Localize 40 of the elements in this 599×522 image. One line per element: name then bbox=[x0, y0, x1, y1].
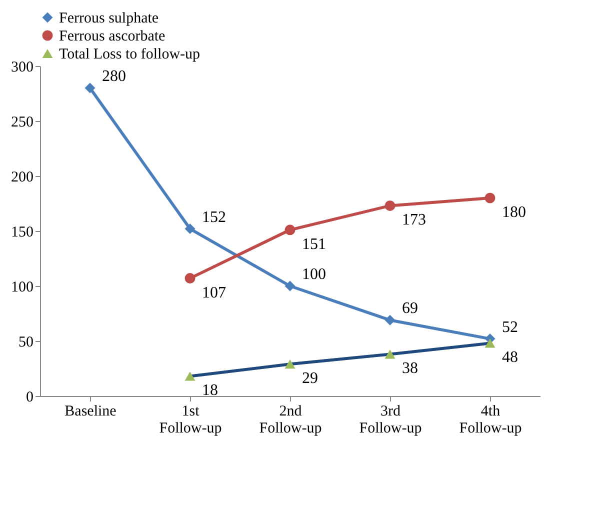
y-tick-label: 250 bbox=[11, 114, 34, 130]
data-label: 152 bbox=[202, 208, 226, 226]
y-tick-label: 200 bbox=[11, 170, 34, 186]
point bbox=[484, 338, 496, 348]
point bbox=[184, 224, 196, 234]
x-tick-label: Baseline bbox=[64, 404, 117, 420]
y-tick-label: 100 bbox=[11, 280, 34, 296]
data-label: 173 bbox=[402, 212, 426, 229]
data-label: 48 bbox=[502, 349, 518, 366]
data-label: 38 bbox=[402, 360, 418, 378]
point bbox=[284, 360, 296, 369]
x-tick-label: 4th Follow-up bbox=[459, 404, 522, 436]
data-label: 18 bbox=[202, 382, 218, 400]
data-label: 151 bbox=[302, 236, 326, 253]
point bbox=[184, 372, 196, 381]
data-label: 69 bbox=[402, 300, 418, 318]
data-label: 107 bbox=[202, 284, 226, 302]
point bbox=[484, 192, 496, 204]
legend-label: Total Loss to follow-up bbox=[59, 46, 200, 62]
y-tick-label: 0 bbox=[26, 390, 34, 406]
y-tick-label: 150 bbox=[11, 224, 34, 240]
data-label: 280 bbox=[102, 68, 126, 85]
point bbox=[384, 350, 396, 359]
point bbox=[284, 224, 296, 236]
x-tick-label: 1st Follow-up bbox=[159, 404, 222, 436]
data-label: 100 bbox=[302, 266, 326, 283]
x-tick-label: 2nd Follow-up bbox=[259, 404, 322, 436]
data-label: 52 bbox=[502, 318, 518, 336]
point bbox=[284, 280, 296, 292]
point bbox=[184, 273, 196, 284]
data-label: 29 bbox=[302, 370, 318, 388]
y-tick-label: 50 bbox=[18, 334, 34, 350]
data-label: 180 bbox=[502, 204, 526, 221]
point bbox=[384, 200, 396, 211]
x-tick-label: 3rd Follow-up bbox=[359, 404, 422, 436]
point bbox=[384, 314, 396, 326]
point bbox=[84, 82, 96, 94]
y-tick-label: 300 bbox=[11, 60, 34, 76]
legend-label: Ferrous sulphate bbox=[59, 10, 159, 26]
legend-label: Ferrous ascorbate bbox=[59, 28, 166, 44]
